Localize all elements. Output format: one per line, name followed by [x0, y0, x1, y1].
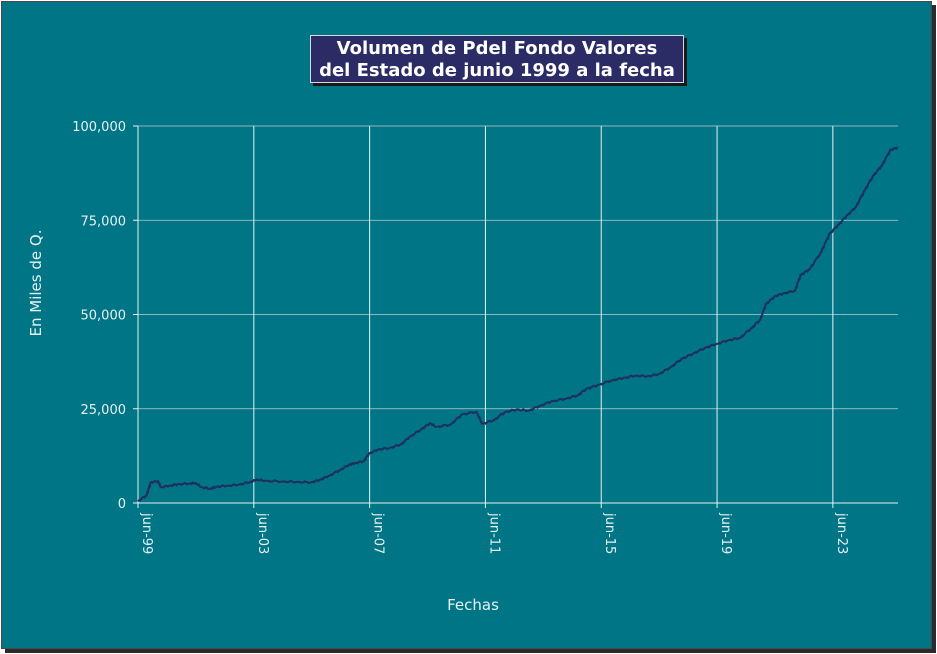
series-group — [137, 146, 899, 502]
y-tick-label-1: 25,000 — [81, 403, 127, 418]
chart-title-line-2: del Estado de junio 1999 a la fecha — [319, 60, 675, 81]
x-tick-label-6: jun-23 — [834, 512, 849, 554]
y-tick-label-3: 75,000 — [81, 214, 127, 229]
y-axis-ticks: 0 25,000 50,000 75,000 100,000 — [72, 120, 138, 512]
y-tick-label-0: 0 — [118, 497, 126, 512]
y-axis-label: En Miles de Q. — [27, 230, 45, 337]
y-tick-label-4: 100,000 — [72, 120, 126, 135]
x-tick-label-1: jun-03 — [255, 512, 270, 554]
x-axis-label: Fechas — [447, 596, 499, 614]
series-line-0 — [137, 146, 899, 502]
x-tick-label-5: jun-19 — [718, 512, 733, 554]
grid — [137, 125, 898, 503]
x-axis-ticks: jun-99 jun-03 jun-07 jun-11 jun-15 jun-19 jun-… — [137, 503, 849, 554]
chart-title: Volumen de PdeI Fondo Valores del Estado… — [310, 35, 684, 83]
y-tick-label-2: 50,000 — [81, 309, 127, 324]
x-tick-label-3: jun-11 — [486, 512, 501, 554]
x-tick-label-2: jun-07 — [371, 512, 386, 554]
x-tick-label-4: jun-15 — [602, 512, 617, 554]
x-tick-label-0: jun-99 — [139, 512, 154, 554]
chart-title-line-1: Volumen de PdeI Fondo Valores — [336, 38, 658, 59]
